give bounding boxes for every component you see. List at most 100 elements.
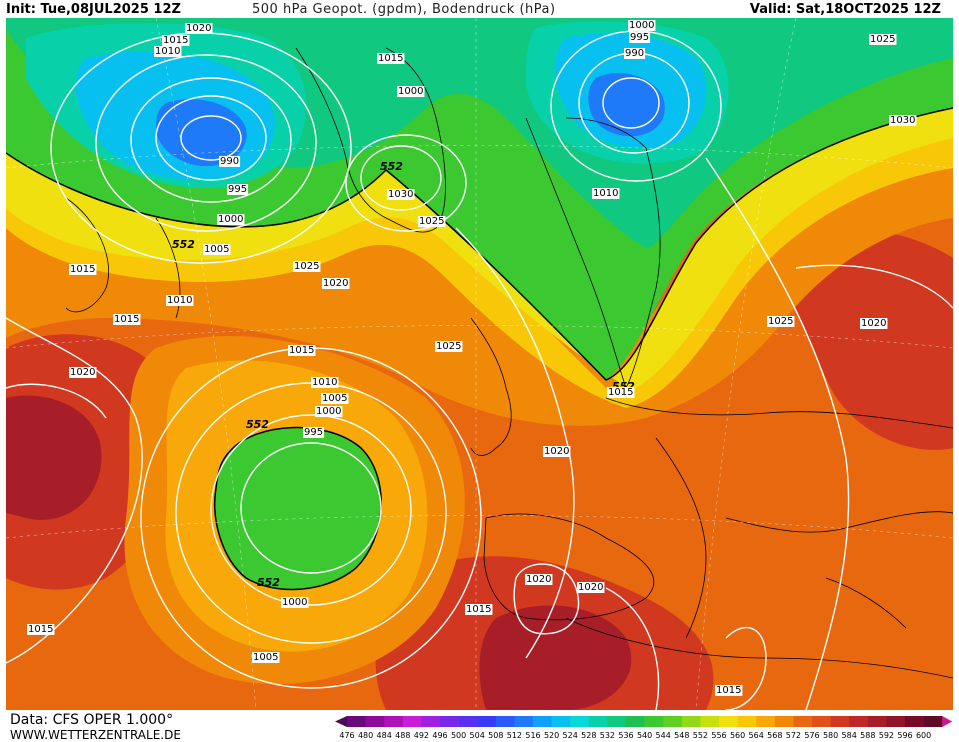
legend-swatch xyxy=(737,716,757,727)
legend-tick-label: 564 xyxy=(749,731,764,740)
legend-swatch xyxy=(477,716,497,727)
isobar-label-bg xyxy=(27,624,55,635)
map-title: 500 hPa Geopot. (gpdm), Bodendruck (hPa) xyxy=(252,2,556,17)
p-label: 995 xyxy=(304,427,323,438)
p-label: 1020 xyxy=(578,582,603,593)
coastlines xyxy=(65,47,953,679)
legend-tick-label: 480 xyxy=(358,731,373,740)
isobar-label-bg xyxy=(377,53,405,64)
legend-swatch xyxy=(756,716,776,727)
isobar-label-bg xyxy=(628,20,656,31)
legend-tick-label: 592 xyxy=(879,731,894,740)
legend-swatch xyxy=(719,716,738,727)
website-label: WWW.WETTERZENTRALE.DE xyxy=(10,728,181,742)
legend-tick-label: 596 xyxy=(897,731,912,740)
isobar-label-bg xyxy=(162,35,190,46)
legend-swatch xyxy=(663,716,683,727)
isobar-label-bg xyxy=(629,32,651,43)
gp-label: 552 xyxy=(246,418,269,431)
legend-tick-label: 520 xyxy=(544,731,559,740)
isobar-label-bg xyxy=(397,86,425,97)
isobar-label-bg xyxy=(322,278,350,289)
field-blue-west xyxy=(156,99,247,167)
isobar-label-bg xyxy=(219,156,241,167)
legend-tick-label: 500 xyxy=(451,731,466,740)
isobar-label-bg xyxy=(315,406,343,417)
isobar-label-bg xyxy=(465,604,493,615)
legend-swatch xyxy=(588,716,608,727)
isobar-label-bg xyxy=(113,314,141,325)
legend-swatch xyxy=(867,716,887,727)
legend-tick-label: 584 xyxy=(842,731,857,740)
isobar-label-bg xyxy=(303,427,325,438)
isobar-label-bg xyxy=(166,295,194,306)
p-label: 1005 xyxy=(322,393,347,404)
isobar-label-bg xyxy=(577,582,605,593)
p-label: 1015 xyxy=(28,624,53,635)
legend-swatches xyxy=(335,716,953,727)
isobar-label-bg xyxy=(860,318,888,329)
legend-swatch xyxy=(830,716,850,727)
isobar-label-bg xyxy=(715,685,743,696)
trough-boundary xyxy=(6,107,953,381)
isobar-labels: 1020 1015 1010 1015 1000 995 990 1025 10… xyxy=(27,20,917,696)
p-label: 1015 xyxy=(163,35,188,46)
legend-tick-label: 496 xyxy=(432,731,447,740)
weather-map: 552 552 552 552 552 1020 1015 1010 1015 … xyxy=(6,18,953,710)
legend-swatch xyxy=(570,716,590,727)
p-label: 1025 xyxy=(419,216,444,227)
legend-arrow-right xyxy=(942,716,953,727)
legend-swatch xyxy=(458,716,478,727)
valid-time: Valid: Sat,18OCT2025 12Z xyxy=(749,2,941,17)
field-cutoff-low xyxy=(214,426,382,591)
legend-swatch xyxy=(793,716,813,727)
p-label: 1015 xyxy=(378,53,403,64)
legend-swatch xyxy=(384,716,404,727)
legend-tick-label: 508 xyxy=(488,731,503,740)
p-label: 995 xyxy=(630,32,649,43)
legend-swatch xyxy=(849,716,869,727)
isobar-label-bg xyxy=(227,184,249,195)
color-legend: 476 480 484 488 492 496 500 504 508 512 516 520 524 5… xyxy=(335,716,953,740)
p-label: 1015 xyxy=(466,604,491,615)
legend-tick-label: 560 xyxy=(730,731,745,740)
p-label: 1010 xyxy=(155,46,180,57)
legend-tick-label: 492 xyxy=(414,731,429,740)
legend-swatch xyxy=(551,716,571,727)
p-label: 1010 xyxy=(167,295,192,306)
p-label: 990 xyxy=(220,156,239,167)
map-header: Init: Tue,08JUL2025 12Z 500 hPa Geopot. … xyxy=(0,0,959,20)
isobar-label-bg xyxy=(203,244,231,255)
p-label: 1015 xyxy=(70,264,95,275)
legend-swatch xyxy=(644,716,664,727)
legend-tick-label: 552 xyxy=(693,731,708,740)
p-label: 990 xyxy=(625,48,644,59)
field-darkred-west xyxy=(6,395,102,520)
graticule xyxy=(6,18,953,710)
p-label: 1000 xyxy=(398,86,423,97)
p-label: 1000 xyxy=(316,406,341,417)
p-label: 995 xyxy=(228,184,247,195)
legend-tick-label: 488 xyxy=(395,731,410,740)
legend-swatch xyxy=(533,716,552,727)
p-label: 1000 xyxy=(218,214,243,225)
isobar-label-bg xyxy=(185,23,213,34)
p-label: 1020 xyxy=(186,23,211,34)
p-label: 1020 xyxy=(70,367,95,378)
isobar-label-bg xyxy=(418,216,446,227)
legend-tick-label: 544 xyxy=(656,731,671,740)
legend-swatch xyxy=(365,716,385,727)
legend-swatch xyxy=(812,716,831,727)
p-label: 1030 xyxy=(890,115,915,126)
p-label: 1015 xyxy=(716,685,741,696)
p-label: 1025 xyxy=(294,261,319,272)
p-label: 1010 xyxy=(312,377,337,388)
gp-label: 552 xyxy=(257,576,280,589)
isobar-label-bg xyxy=(607,387,635,398)
legend-swatch xyxy=(923,716,943,727)
isobar-label-bg xyxy=(543,446,571,457)
legend-swatch xyxy=(514,716,534,727)
p-label: 1020 xyxy=(323,278,348,289)
legend-tick-label: 524 xyxy=(563,731,578,740)
field-darkred-south xyxy=(479,605,632,710)
